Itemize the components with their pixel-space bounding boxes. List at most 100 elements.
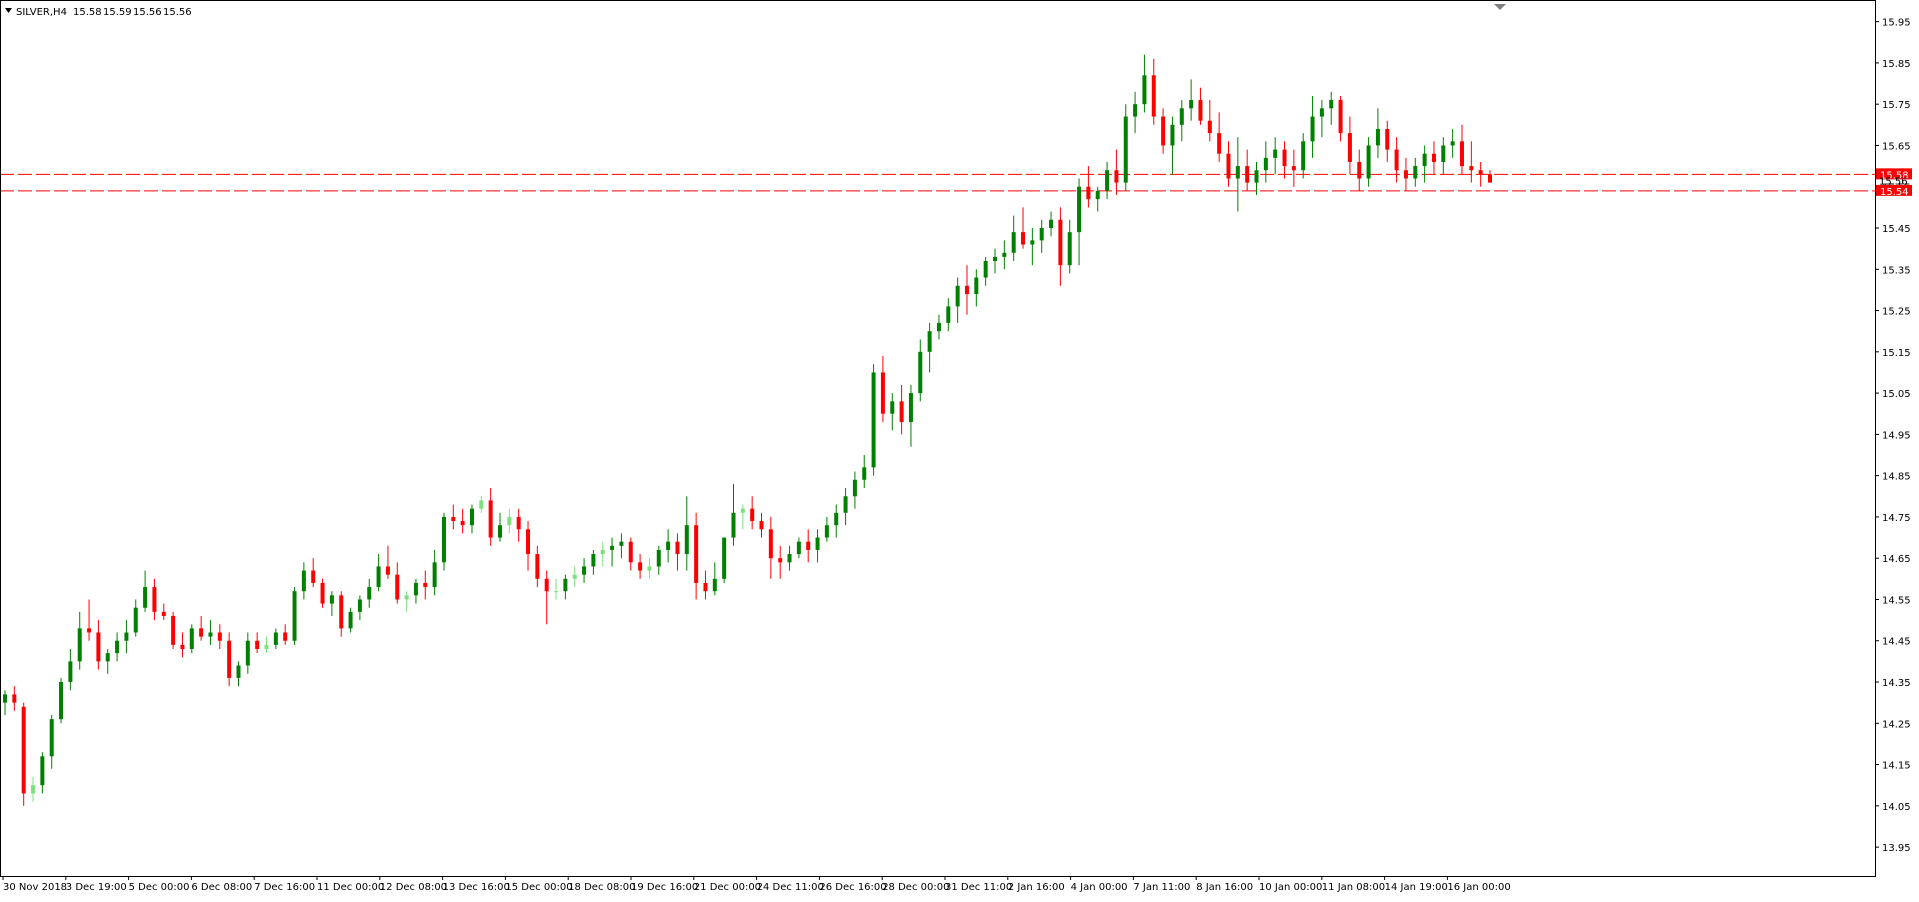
price-tick-label: 14.05 [1882,802,1911,813]
time-tick-label: 26 Dec 16:00 [819,882,886,893]
candle [1245,149,1250,191]
time-tick-label: 12 Dec 08:00 [380,882,447,893]
candle [806,529,811,563]
candle [591,549,596,575]
candle-body [404,595,409,600]
candle [974,269,979,307]
candle [955,277,960,323]
candle [722,537,727,583]
candle [852,471,857,509]
candle-body [124,632,129,641]
candle-body [1030,240,1035,245]
candle-body [516,516,521,530]
time-tick-label: 24 Dec 11:00 [757,882,824,893]
price-tick-label: 14.45 [1882,637,1911,648]
candle [638,554,643,579]
candle-body [1431,153,1436,162]
candle [376,554,381,592]
candle [1291,149,1296,187]
candle-body [395,574,400,600]
candle [918,339,923,402]
candle-body [479,500,484,509]
candle [1077,178,1082,266]
candle [1226,141,1231,187]
candle [311,558,316,588]
candle [619,533,624,559]
candle-body [862,467,867,480]
candle [1142,54,1147,113]
candle-body [77,628,82,662]
symbol-menu-icon[interactable] [5,8,12,13]
candle [544,570,549,625]
price-tick-label: 14.35 [1882,678,1911,689]
candle-body [787,554,792,563]
price-tick-label: 15.85 [1882,59,1911,70]
candle-body [647,566,652,571]
candle-body [544,578,549,592]
candle [815,529,820,563]
candle [115,632,120,662]
chart-shift-marker[interactable] [1494,4,1506,10]
price-tick-label: 15.65 [1882,141,1911,152]
candle-body [628,541,633,563]
candle [49,715,54,769]
candle [1011,215,1016,262]
candle-body [1067,232,1072,266]
ohlc-high: 15.59 [103,7,132,18]
candle-body [1273,149,1278,158]
candle-body [273,632,278,645]
candle [1301,133,1306,179]
candle-body [880,372,885,414]
candle-body [199,628,204,637]
candle-body [955,285,960,307]
candle [1189,79,1194,121]
candle-body [3,694,7,703]
candle [143,570,148,612]
candle-body [1469,166,1474,171]
price-tick-label: 15.45 [1882,224,1911,235]
candle-body [974,277,979,295]
candle [236,661,241,687]
candle [68,648,73,691]
candle-body [1310,116,1315,142]
candle [600,541,605,567]
candle-body [582,566,587,575]
candle-body [908,393,913,422]
time-tick-label: 21 Dec 00:00 [694,882,761,893]
candle-body [1161,116,1166,146]
candle-body [105,653,110,662]
candle [1105,161,1110,200]
time-tick-label: 4 Jan 00:00 [1071,882,1128,893]
candle-body [824,525,829,538]
candle-body [1291,166,1296,171]
candle [554,578,559,600]
candle [96,620,101,670]
time-tick-label: 13 Dec 16:00 [443,882,510,893]
candle [563,574,568,600]
candle [432,549,437,596]
candle-body [1450,141,1455,146]
candle [526,521,531,571]
candle-body [591,554,596,567]
candle-body [1394,149,1399,171]
candle [264,636,269,654]
candle-body [264,644,269,649]
candle [152,578,157,621]
candle-body [1385,128,1390,150]
time-tick-label: 19 Dec 16:00 [631,882,698,893]
candle [694,512,699,600]
candle-body [722,537,727,579]
candle [385,545,390,579]
candle-body [703,582,708,592]
candle-body [339,595,344,629]
time-tick-label: 11 Jan 08:00 [1322,882,1385,893]
candle-body [656,549,661,567]
time-tick-label: 2 Jan 16:00 [1008,882,1065,893]
time-tick-label: 15 Dec 00:00 [505,882,572,893]
candle [1133,91,1138,134]
price-tick-label: 14.25 [1882,719,1911,730]
candles [3,54,1492,806]
candle-body [1357,161,1362,179]
